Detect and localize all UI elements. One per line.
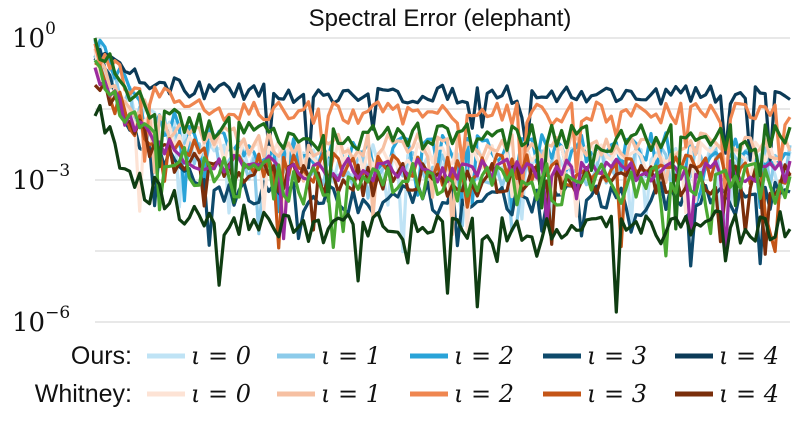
series-line-extra-11 [93, 37, 792, 231]
legend-entry-1-3: ι = 3 [587, 380, 647, 408]
series-line-whitney-6 [93, 47, 792, 237]
legend-entry-1-0: ι = 0 [191, 380, 251, 408]
legend: Ours: ι = 0 ι = 1 ι = 2 ι = 3 ι = 4 Whitney: ι … [35, 342, 779, 408]
series-line-ours-4 [94, 51, 791, 170]
legend-entry-0-0: ι = 0 [191, 342, 251, 370]
legend-entry-0-2: ι = 2 [454, 342, 514, 370]
chart-title: Spectral Error (elephant) [309, 5, 572, 32]
legend-entry-1-4: ι = 4 [719, 380, 779, 408]
series-line-extra-13 [93, 104, 792, 314]
series-line-extra-12 [93, 59, 792, 258]
legend-entry-1-1: ι = 1 [321, 380, 381, 408]
legend-entry-0-4: ι = 4 [719, 342, 779, 370]
y-axis-ticks: 100 10−3 10−6 [12, 19, 70, 338]
series-lines [93, 37, 792, 314]
legend-entry-0-1: ι = 1 [321, 342, 381, 370]
series-line-whitney-7 [93, 43, 792, 198]
legend-entry-1-2: ι = 2 [454, 380, 514, 408]
legend-entry-0-3: ι = 3 [587, 342, 647, 370]
y-tick-label-2: 10−6 [12, 303, 70, 338]
y-tick-label-0: 100 [12, 19, 56, 54]
y-tick-label-1: 10−3 [12, 161, 70, 196]
legend-row-label-1: Whitney: [35, 380, 132, 408]
legend-row-label-0: Ours: [71, 342, 132, 370]
